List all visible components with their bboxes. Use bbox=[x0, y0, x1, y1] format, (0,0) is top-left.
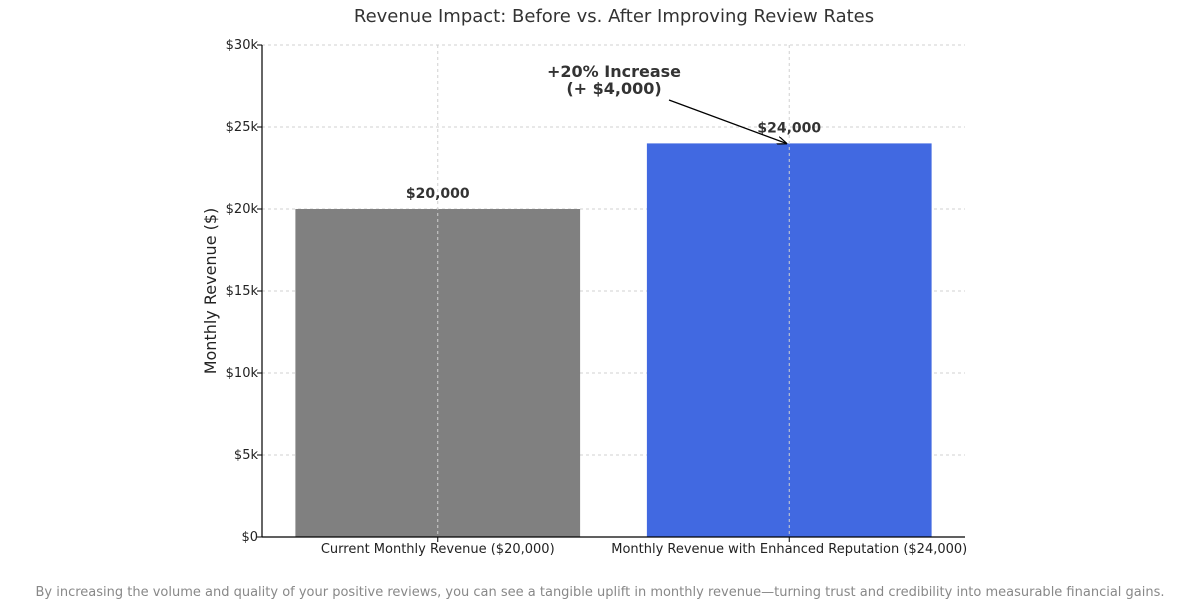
vertical-gridlines bbox=[437, 45, 790, 537]
axes: $0 $5k $10k $15k $20k $25k $30k Current Monthly… bbox=[226, 38, 968, 557]
y-axis-label: Monthly Revenue ($) bbox=[201, 208, 220, 375]
y-tick-label: $20k bbox=[226, 202, 259, 217]
y-tick-label: $30k bbox=[226, 38, 259, 53]
bar-value-label: $20,000 bbox=[406, 186, 470, 202]
y-tick-label: $15k bbox=[226, 284, 259, 299]
y-tick-label: $10k bbox=[226, 366, 259, 381]
chart-title: Revenue Impact: Before vs. After Improvi… bbox=[354, 6, 874, 27]
y-tick-label: $25k bbox=[226, 120, 259, 135]
bars bbox=[295, 143, 932, 537]
bar-1 bbox=[295, 209, 581, 537]
x-tick-label: Current Monthly Revenue ($20,000) bbox=[321, 542, 555, 557]
x-tick-label: Monthly Revenue with Enhanced Reputation… bbox=[611, 542, 967, 557]
bar-value-label: $24,000 bbox=[757, 120, 821, 136]
increase-annotation: +20% Increase(+ $4,000) bbox=[547, 62, 786, 143]
data-labels: $20,000 $24,000 bbox=[406, 120, 822, 202]
chart-caption: By increasing the volume and quality of … bbox=[35, 585, 1164, 600]
annotation-arrow bbox=[668, 99, 786, 143]
annotation-text: +20% Increase bbox=[547, 62, 681, 81]
annotation-text: (+ $4,000) bbox=[566, 79, 661, 98]
y-tick-label: $5k bbox=[234, 448, 259, 463]
y-tick-label: $0 bbox=[241, 530, 258, 545]
